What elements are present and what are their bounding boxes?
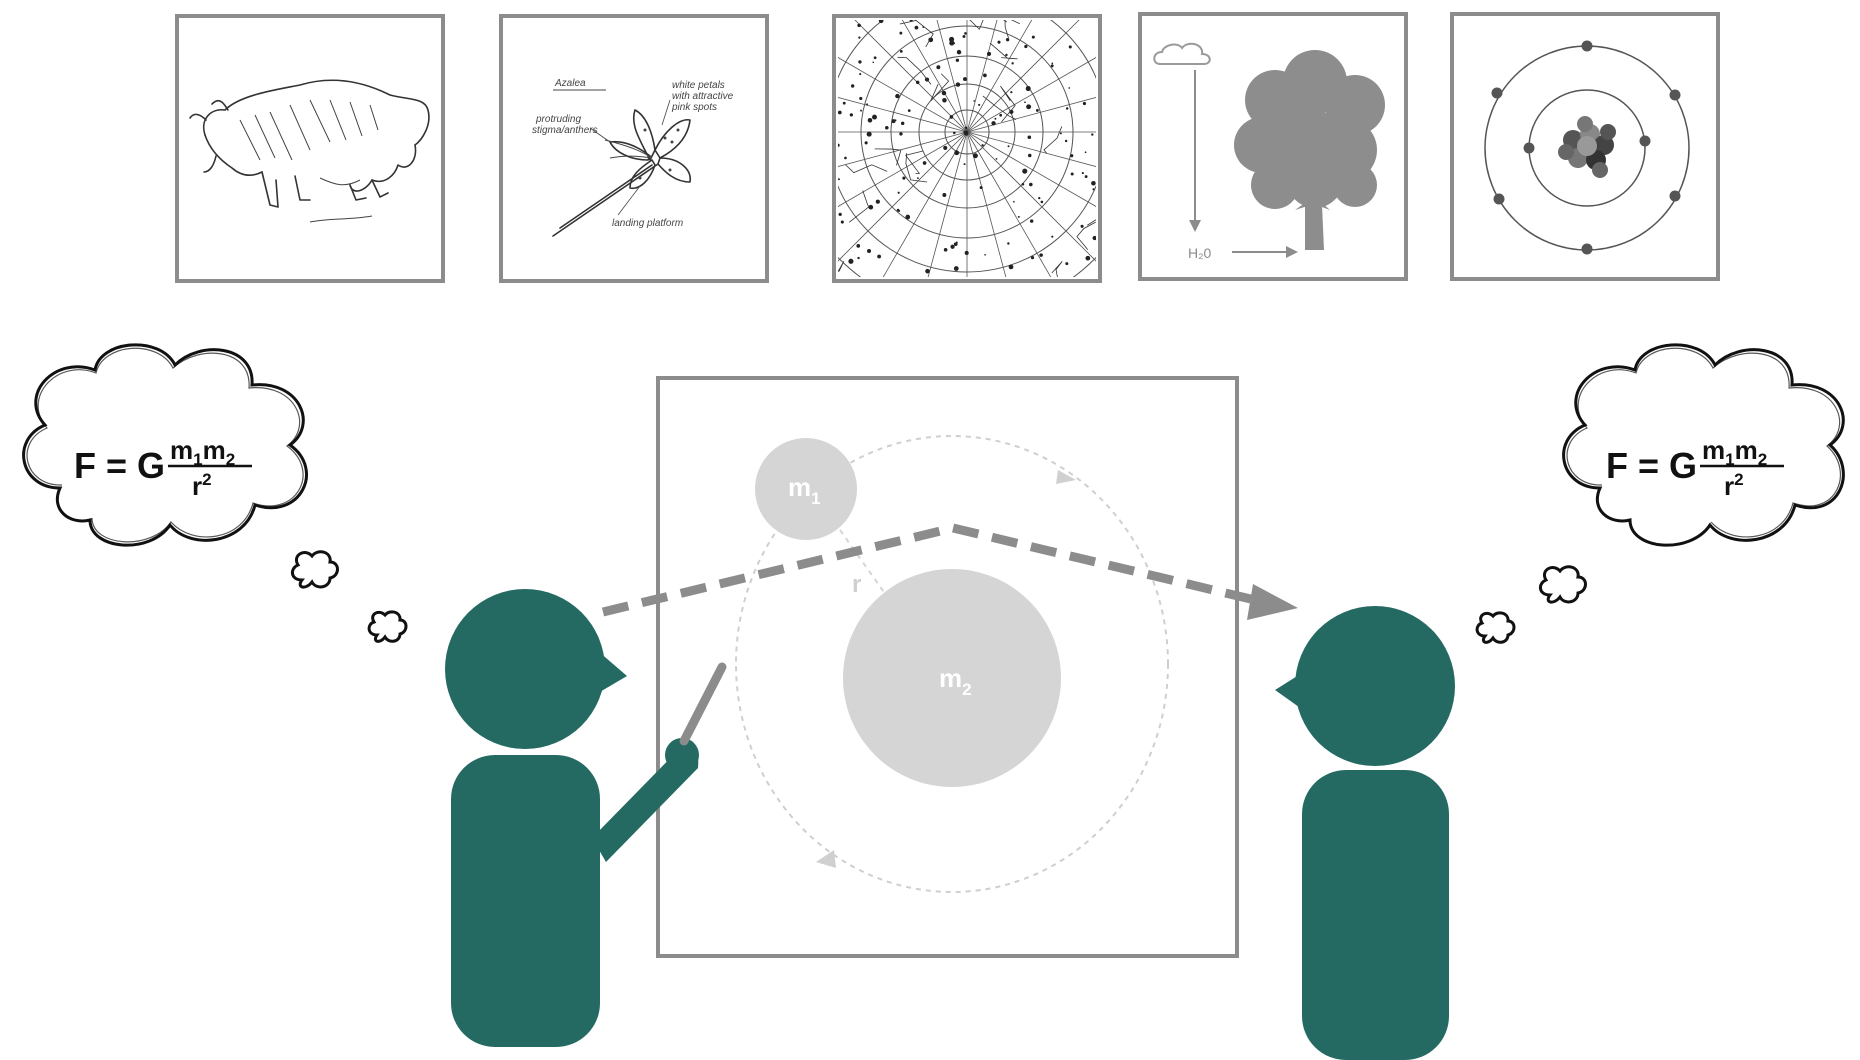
orbit-arrow-top [1056,470,1076,484]
learner-nose [1275,668,1310,712]
bison-sketch [189,79,430,223]
azalea-label-petals-1: white petals [672,80,725,91]
panel-bison [175,14,445,283]
equation-right-lhs: F = G [1606,445,1697,486]
azalea-label-landing: landing platform [612,218,683,229]
equation-left-lhs: F = G [74,445,165,486]
thought-bubble-left-2 [367,610,408,643]
equation-right-denominator: r2 [1724,470,1744,501]
orbit-arrow-bottom [816,850,836,868]
azalea-title: Azalea [554,78,586,89]
thought-cloud-left: F = G m1m2 r2 [22,343,408,643]
azalea-label-petals-2: with attractive [672,91,734,102]
teacher-nose [593,651,627,696]
h2o-label: H₂0 [1188,245,1212,261]
panel-star-chart [832,14,1102,283]
panel-tree: H₂0 [1138,12,1408,281]
azalea-label-stigma-2: stigma/anthers [532,125,598,136]
equation-right-numerator: m1m2 [1702,435,1767,469]
pointer-stick [679,662,727,746]
thought-bubble-left-1 [291,550,339,589]
radius-label: r [852,571,861,598]
thought-cloud-right: F = G m1m2 r2 [1475,343,1845,644]
communication-arrowhead [1247,584,1298,620]
electrons [1491,40,1681,255]
panel-azalea: Azalea white petals with attractive pink… [499,14,769,283]
mass-small-label: m1 [788,472,821,508]
thought-bubble-right-2 [1475,611,1516,644]
mass-large [843,569,1061,787]
teacher-arm [592,740,699,862]
orbit-path [735,435,1169,893]
azalea-label-petals-3: pink spots [671,102,717,113]
tree-icon [1234,50,1385,250]
mass-small [755,438,857,540]
thought-cloud-right-shape [1562,343,1845,547]
teacher-body [451,755,600,1047]
azalea-label-stigma-1: protruding [535,114,581,125]
thought-bubble-right-1 [1539,565,1587,604]
star-chart-graphic [838,20,1096,277]
thought-cloud-left-shape [22,343,308,547]
teacher-figure [445,589,699,1047]
teacher-head [445,589,605,749]
panel-atom [1450,12,1720,281]
radius-line [839,529,887,596]
teacher-hand [665,738,699,772]
learner-body [1302,770,1449,1060]
learner-head [1295,606,1455,766]
mass-large-label: m2 [939,663,972,699]
azalea-flower [552,109,691,237]
small-cloud-icon [1153,42,1211,65]
equation-left-denominator: r2 [192,470,212,501]
panel-bison-frame [175,14,445,283]
nucleus-icon [1558,116,1616,178]
learner-figure [1275,606,1455,1060]
equation-left-numerator: m1m2 [170,435,235,469]
communication-arrow [601,523,1257,617]
